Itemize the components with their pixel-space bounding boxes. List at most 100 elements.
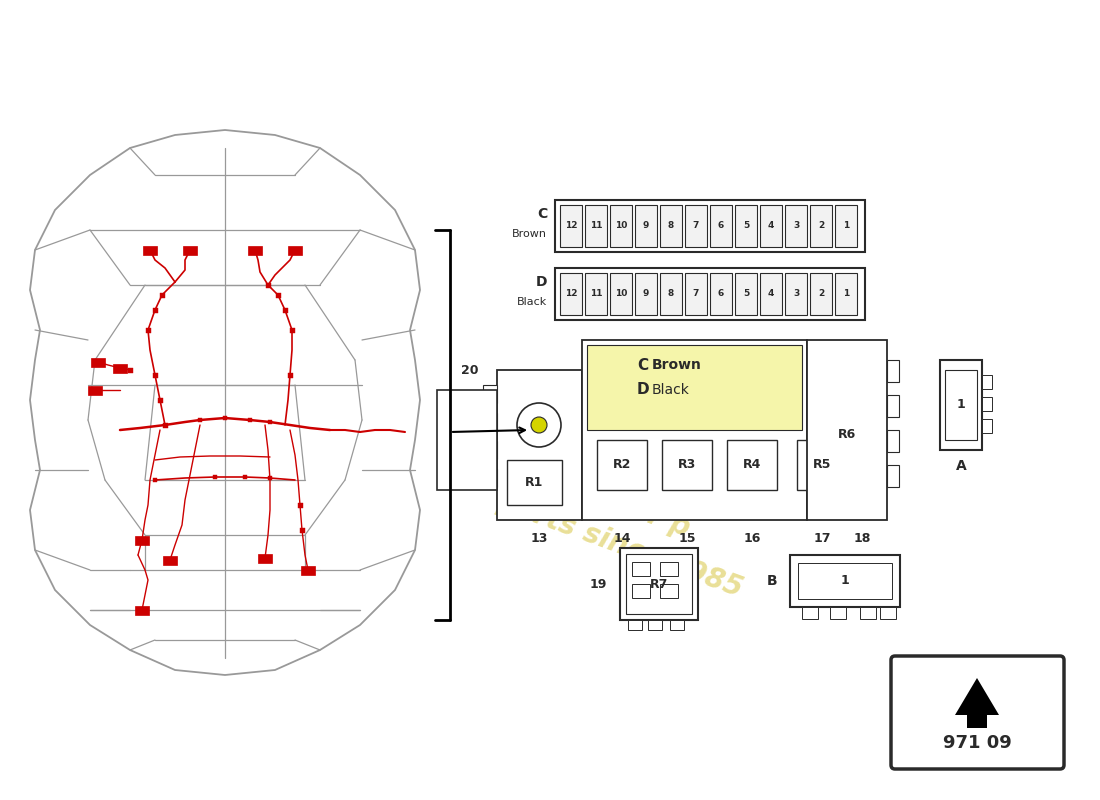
Text: 1: 1 — [843, 222, 849, 230]
Text: 11: 11 — [590, 222, 603, 230]
Bar — [585, 205, 607, 247]
Text: C: C — [537, 207, 547, 221]
Text: 3: 3 — [793, 290, 799, 298]
Bar — [243, 475, 248, 479]
Bar — [760, 205, 782, 247]
Bar — [635, 273, 657, 315]
Bar — [289, 327, 295, 333]
Text: parts since 1985: parts since 1985 — [493, 487, 747, 602]
Text: D: D — [536, 275, 547, 289]
Bar — [597, 440, 647, 490]
Bar — [128, 367, 132, 373]
Bar — [258, 554, 272, 562]
Text: 3: 3 — [793, 222, 799, 230]
Bar — [163, 555, 177, 565]
Bar — [635, 205, 657, 247]
Bar — [802, 607, 818, 619]
Text: 13: 13 — [530, 531, 548, 545]
Bar — [297, 502, 302, 507]
Text: 17: 17 — [813, 531, 830, 545]
Bar — [648, 620, 662, 630]
Bar — [268, 476, 272, 480]
Bar — [835, 273, 857, 315]
Text: R5: R5 — [813, 458, 832, 471]
Bar — [198, 418, 202, 422]
Text: R6: R6 — [838, 429, 856, 442]
Bar — [287, 373, 293, 378]
Text: R2: R2 — [613, 458, 631, 471]
Bar — [785, 205, 807, 247]
Bar — [145, 327, 151, 333]
Bar — [620, 548, 698, 620]
Text: 1: 1 — [957, 398, 966, 411]
Text: R3: R3 — [678, 458, 696, 471]
Bar — [735, 205, 757, 247]
Bar — [670, 620, 684, 630]
Bar — [610, 273, 632, 315]
Bar — [483, 385, 497, 403]
Bar — [628, 620, 642, 630]
Text: 9: 9 — [642, 290, 649, 298]
Text: 971 09: 971 09 — [943, 734, 1011, 752]
Bar — [807, 340, 887, 520]
Polygon shape — [955, 678, 999, 715]
Bar — [163, 422, 167, 427]
Bar — [160, 293, 165, 298]
Text: 10: 10 — [615, 290, 627, 298]
Bar — [735, 273, 757, 315]
Bar — [135, 606, 149, 614]
Text: 7: 7 — [693, 222, 700, 230]
Bar — [887, 360, 899, 382]
Text: 9: 9 — [642, 222, 649, 230]
Text: 4: 4 — [768, 290, 774, 298]
Text: 1: 1 — [843, 290, 849, 298]
Bar — [113, 363, 127, 373]
Text: 4: 4 — [768, 222, 774, 230]
Bar — [153, 373, 157, 378]
Bar — [727, 440, 777, 490]
Text: 16: 16 — [744, 531, 761, 545]
Bar — [248, 246, 262, 254]
Bar — [288, 246, 302, 254]
Text: Black: Black — [652, 383, 690, 397]
Bar — [887, 430, 899, 452]
Bar — [685, 273, 707, 315]
Text: B: B — [767, 574, 778, 588]
Bar — [785, 273, 807, 315]
Polygon shape — [30, 130, 420, 675]
Text: 12: 12 — [564, 222, 578, 230]
Bar — [437, 390, 497, 490]
Text: Brown: Brown — [512, 229, 547, 239]
Bar — [835, 205, 857, 247]
Bar — [660, 562, 678, 576]
Bar — [710, 205, 732, 247]
Bar — [632, 562, 650, 576]
Text: 20: 20 — [462, 363, 478, 377]
Bar — [299, 527, 305, 533]
Text: 10: 10 — [615, 222, 627, 230]
Text: R1: R1 — [525, 475, 543, 489]
Text: R7: R7 — [650, 578, 668, 590]
Text: 8: 8 — [668, 222, 674, 230]
Bar — [982, 375, 992, 389]
Bar — [982, 419, 992, 433]
Bar — [223, 416, 227, 420]
Bar — [268, 420, 272, 424]
Bar — [830, 607, 846, 619]
Text: C: C — [637, 358, 648, 373]
Bar — [790, 555, 900, 607]
Bar — [860, 607, 876, 619]
Bar — [982, 397, 992, 411]
Bar — [660, 273, 682, 315]
Bar — [507, 460, 562, 505]
Text: 2: 2 — [818, 222, 824, 230]
Text: 15: 15 — [679, 531, 695, 545]
Bar — [556, 200, 865, 252]
Bar — [157, 398, 163, 402]
Bar — [560, 205, 582, 247]
Text: a passion for p: a passion for p — [466, 437, 694, 543]
Bar — [560, 273, 582, 315]
Circle shape — [531, 417, 547, 433]
Text: 8: 8 — [668, 290, 674, 298]
Text: Black: Black — [517, 297, 547, 307]
